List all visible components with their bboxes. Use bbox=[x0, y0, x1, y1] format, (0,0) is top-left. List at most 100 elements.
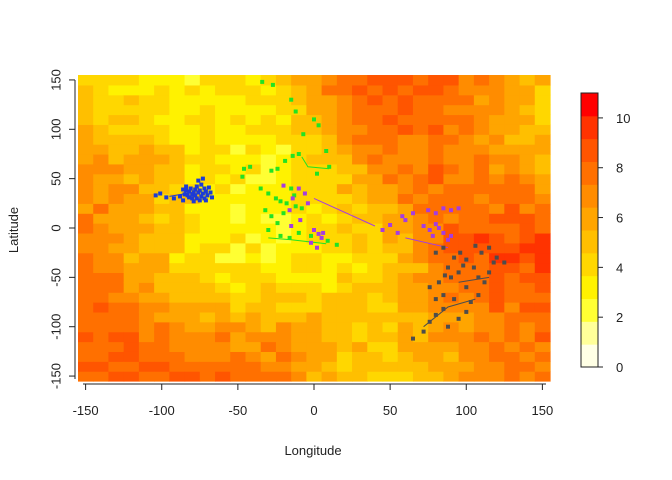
data-point bbox=[301, 132, 306, 137]
heat-cell bbox=[108, 223, 125, 234]
data-point bbox=[476, 275, 481, 280]
heat-cell bbox=[154, 311, 170, 323]
heat-cell bbox=[123, 321, 140, 333]
colorbar-segment bbox=[581, 93, 598, 117]
heat-cell bbox=[412, 331, 429, 343]
heat-cell bbox=[504, 292, 521, 303]
data-point bbox=[287, 235, 292, 240]
heat-cell bbox=[412, 223, 429, 234]
y-tick-label: -50 bbox=[48, 268, 63, 287]
heat-cell bbox=[108, 282, 125, 293]
heat-cell bbox=[215, 321, 231, 333]
heat-cell bbox=[321, 321, 338, 333]
heat-cell bbox=[428, 163, 445, 175]
y-tick-label: -100 bbox=[48, 314, 63, 340]
heat-cell bbox=[489, 104, 505, 116]
heat-cell bbox=[215, 361, 231, 372]
heat-cell bbox=[215, 193, 231, 204]
heat-cell bbox=[291, 163, 307, 175]
heat-cell bbox=[352, 183, 368, 195]
heat-cell bbox=[382, 341, 399, 352]
heat-cell bbox=[519, 331, 536, 343]
heat-cell bbox=[504, 173, 521, 185]
heat-cell bbox=[336, 351, 353, 362]
data-point bbox=[441, 293, 446, 298]
heat-cell bbox=[367, 134, 384, 145]
heat-cell bbox=[428, 242, 445, 254]
heat-cell bbox=[367, 252, 384, 264]
heat-cell bbox=[275, 213, 292, 224]
heat-cell bbox=[260, 242, 277, 254]
heat-cell bbox=[154, 193, 170, 204]
heat-cell bbox=[443, 292, 460, 303]
heat-cell bbox=[473, 242, 490, 254]
heat-cell bbox=[443, 341, 460, 352]
heat-cell bbox=[397, 183, 414, 195]
heat-cell bbox=[504, 262, 521, 274]
heat-cell bbox=[245, 183, 262, 195]
heat-cell bbox=[215, 302, 231, 313]
heat-cell bbox=[306, 144, 323, 155]
heat-cell bbox=[367, 75, 384, 86]
heat-cell bbox=[336, 173, 353, 185]
heat-cell bbox=[504, 321, 521, 333]
heat-cell bbox=[123, 252, 140, 264]
heat-cell bbox=[260, 173, 277, 185]
heat-cell bbox=[184, 223, 201, 234]
heat-cell bbox=[154, 321, 170, 333]
heat-cell bbox=[93, 321, 110, 333]
data-point bbox=[181, 198, 186, 203]
heat-cell bbox=[321, 163, 338, 175]
data-point bbox=[312, 228, 316, 232]
heat-cell bbox=[412, 163, 429, 175]
heat-cell bbox=[489, 75, 505, 86]
heat-cell bbox=[336, 114, 353, 125]
heat-cell bbox=[412, 173, 429, 185]
heat-cell bbox=[230, 193, 247, 204]
track-line bbox=[301, 156, 330, 170]
heat-cell bbox=[473, 232, 490, 244]
heat-cell bbox=[504, 282, 521, 293]
heat-cell bbox=[397, 361, 414, 372]
heat-cell bbox=[93, 252, 110, 264]
colorbar-segment bbox=[581, 298, 598, 322]
heat-cell bbox=[458, 341, 475, 352]
heat-cell bbox=[138, 173, 155, 185]
heat-cell bbox=[473, 173, 490, 185]
heat-cell bbox=[245, 232, 262, 244]
heat-cell bbox=[123, 114, 140, 125]
heat-cell bbox=[473, 134, 490, 145]
heat-cell bbox=[260, 84, 277, 96]
heat-cell bbox=[260, 94, 277, 106]
data-point bbox=[411, 336, 415, 341]
heat-cell bbox=[458, 302, 475, 313]
heat-cell bbox=[138, 203, 155, 214]
heat-cell bbox=[336, 282, 353, 293]
heat-cell bbox=[245, 302, 262, 313]
data-point bbox=[187, 195, 192, 200]
heat-cell bbox=[534, 341, 551, 352]
heat-cell bbox=[473, 75, 490, 86]
data-point bbox=[461, 263, 466, 268]
heat-cell bbox=[321, 341, 338, 352]
data-point bbox=[242, 166, 246, 171]
heat-cell bbox=[428, 84, 445, 96]
heat-cell bbox=[336, 213, 353, 224]
heat-cell bbox=[230, 361, 247, 372]
heat-cell bbox=[321, 371, 338, 382]
heat-cell bbox=[291, 144, 307, 155]
data-point bbox=[456, 270, 461, 275]
heat-cell bbox=[412, 232, 429, 244]
heat-cell bbox=[412, 341, 429, 352]
heat-cell bbox=[245, 114, 262, 125]
data-point bbox=[193, 187, 198, 192]
heat-cell bbox=[260, 193, 277, 204]
heat-cell bbox=[473, 84, 490, 96]
heat-cell bbox=[397, 341, 414, 352]
heat-cell bbox=[367, 282, 384, 293]
heat-cell bbox=[367, 223, 384, 234]
heat-cell bbox=[215, 75, 231, 86]
heat-cell bbox=[504, 302, 521, 313]
heat-cell bbox=[138, 94, 155, 106]
heat-cell bbox=[199, 272, 216, 283]
